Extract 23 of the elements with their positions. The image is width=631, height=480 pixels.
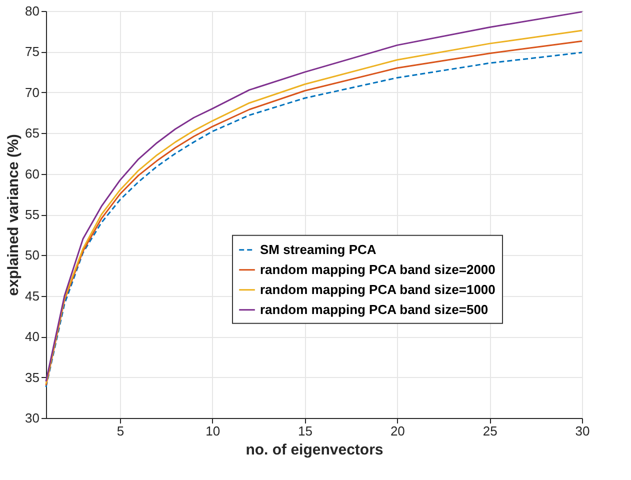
y-tick-label: 45: [25, 288, 40, 304]
x-tick-label: 20: [390, 424, 405, 438]
legend-label: random mapping PCA band size=500: [260, 302, 488, 317]
y-tick-label: 30: [25, 410, 40, 426]
y-tick-label: 80: [25, 4, 40, 18]
y-tick-label: 50: [25, 248, 40, 263]
y-tick-label: 75: [25, 44, 40, 60]
x-tick-label: 15: [298, 424, 312, 438]
y-tick-label: 60: [25, 166, 40, 182]
y-tick-label: 35: [25, 370, 40, 385]
x-tick-label: 25: [482, 424, 498, 438]
y-tick-label: 55: [25, 207, 40, 222]
legend-label: random mapping PCA band size=2000: [260, 262, 496, 277]
x-tick-label: 5: [116, 424, 124, 438]
legend-label: random mapping PCA band size=1000: [260, 282, 496, 297]
x-tick-label: 30: [575, 424, 590, 438]
x-axis-title: no. of eigenvectors: [246, 442, 384, 458]
x-tick-label: 10: [206, 424, 220, 438]
y-tick-label: 40: [25, 329, 40, 344]
y-tick-label: 65: [25, 126, 40, 141]
y-axis-title: explained variance (%): [5, 134, 22, 296]
legend-label: SM streaming PCA: [260, 242, 377, 257]
y-tick-label: 70: [25, 84, 40, 100]
